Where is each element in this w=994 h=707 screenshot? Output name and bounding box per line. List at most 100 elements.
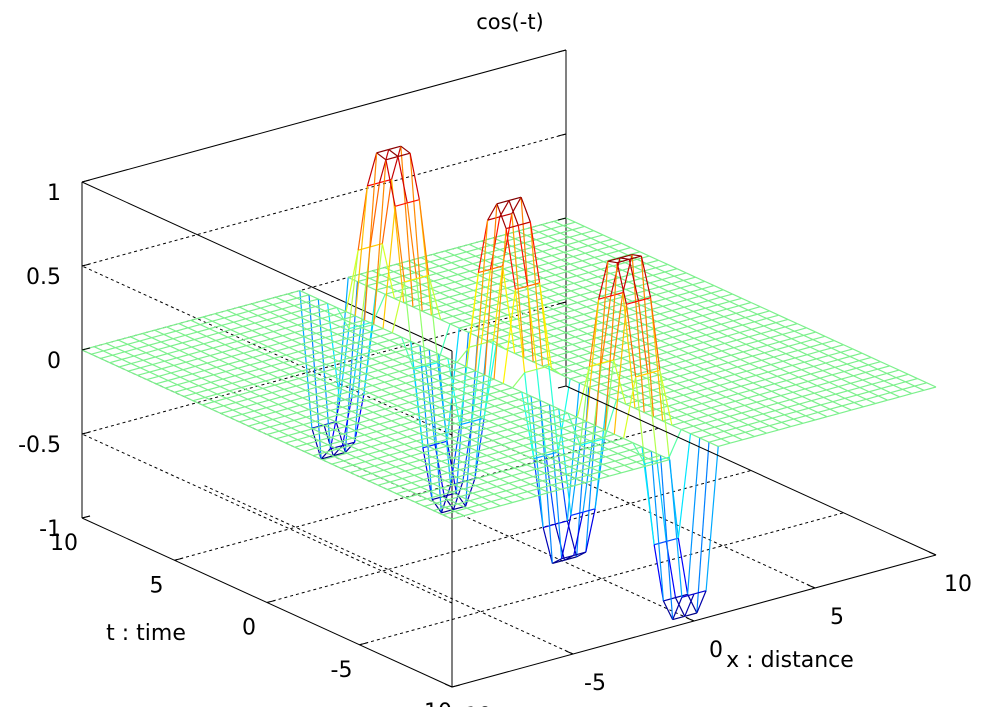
mesh-line-x — [721, 347, 735, 352]
mesh-line-x — [567, 412, 581, 446]
mesh-line-t — [285, 442, 295, 448]
mesh-line-t — [761, 359, 772, 366]
mesh-line-t — [419, 459, 430, 466]
mesh-line-t — [513, 440, 524, 447]
mesh-line-x — [424, 414, 438, 419]
mesh-line-x — [315, 302, 328, 308]
mesh-line-x — [553, 446, 567, 452]
mesh-line-x — [834, 363, 848, 368]
mesh-line-x — [219, 355, 232, 361]
mesh-line-x — [268, 369, 281, 374]
mesh-line-t — [503, 497, 513, 504]
mesh-line-x — [548, 232, 561, 237]
mesh-line-t — [486, 454, 497, 461]
mesh-line-t — [689, 406, 700, 412]
mesh-line-x — [449, 319, 463, 325]
mesh-line-t — [515, 291, 526, 298]
mesh-line-t — [365, 373, 376, 379]
mesh-line-x — [541, 335, 555, 340]
mesh-line-t — [298, 377, 309, 384]
mesh-line-x — [459, 420, 473, 426]
mesh-line-t — [332, 402, 343, 408]
mesh-line-x — [362, 465, 375, 470]
mesh-line-t — [741, 297, 752, 304]
mesh-line-t — [785, 353, 796, 359]
mesh-line-t — [383, 469, 394, 475]
mesh-line-x — [543, 274, 556, 279]
mesh-line-x — [232, 406, 246, 411]
mesh-line-x — [512, 269, 525, 274]
mesh-line-t — [708, 441, 719, 447]
mesh-line-x — [377, 481, 391, 486]
mesh-line-x — [466, 248, 479, 253]
mesh-line-x — [562, 221, 576, 227]
mesh-line-t — [539, 487, 550, 494]
mesh-line-t — [632, 253, 642, 257]
mesh-line-x — [588, 268, 602, 274]
mesh-line-x — [720, 293, 733, 298]
mesh-line-x — [480, 439, 493, 445]
mesh-line-x — [821, 339, 835, 345]
mesh-line-t — [288, 434, 298, 441]
mesh-line-t — [614, 460, 625, 466]
mesh-line-x — [646, 259, 659, 265]
mesh-line-t — [614, 433, 624, 440]
mesh-line-x — [542, 476, 555, 482]
mesh-line-x — [173, 361, 187, 367]
mesh-line-x — [505, 460, 518, 465]
mesh-line-t — [673, 275, 684, 281]
mesh-line-x — [565, 302, 578, 307]
mesh-line-x — [694, 361, 708, 366]
mesh-line-x — [800, 339, 814, 344]
mesh-line-x — [448, 381, 461, 386]
mesh-line-x — [313, 363, 327, 369]
mesh-line-t — [469, 385, 480, 391]
mesh-line-x — [688, 349, 701, 354]
mesh-line-x — [298, 374, 312, 380]
mesh-line-t — [834, 339, 844, 346]
mesh-line-t — [548, 262, 559, 268]
mesh-line-t — [396, 263, 407, 269]
mesh-line-t — [784, 326, 795, 332]
mesh-line-x — [497, 394, 510, 400]
mesh-line-t — [736, 339, 747, 345]
mesh-line-t — [223, 405, 234, 411]
mesh-line-t — [515, 264, 525, 271]
mesh-line-x — [288, 343, 302, 349]
mesh-line-t — [496, 485, 507, 492]
mesh-line-t — [517, 486, 528, 493]
mesh-line-x — [762, 383, 775, 388]
mesh-line-t — [266, 319, 277, 325]
mesh-line-t — [489, 447, 500, 453]
mesh-line-t — [398, 344, 409, 350]
mesh-line-x — [242, 322, 256, 327]
mesh-line-x — [659, 455, 674, 620]
mesh-line-x — [579, 441, 593, 446]
mesh-line-x — [539, 255, 552, 260]
mesh-line-x — [689, 288, 703, 293]
mesh-line-t — [639, 251, 650, 257]
mesh-line-t — [255, 349, 266, 355]
mesh-line-x — [351, 407, 364, 412]
mesh-line-t — [448, 269, 459, 276]
mesh-line-x — [683, 303, 697, 308]
mesh-line-x — [693, 422, 706, 427]
mesh-line-t — [662, 600, 674, 620]
mesh-line-x — [394, 409, 407, 414]
mesh-line-x — [536, 492, 549, 497]
mesh-line-x — [382, 206, 396, 329]
mesh-line-t — [404, 470, 415, 476]
mesh-line-t — [591, 264, 602, 270]
mesh-line-t — [247, 398, 258, 405]
mesh-line-t — [194, 365, 205, 372]
z-tick-mark — [557, 385, 567, 389]
mesh-line-x — [560, 343, 573, 349]
mesh-line-x — [609, 472, 622, 477]
mesh-line-x — [557, 236, 570, 242]
mesh-line-t — [817, 411, 828, 418]
mesh-line-t — [418, 291, 429, 297]
mesh-line-t — [429, 261, 440, 267]
mesh-line-t — [375, 289, 386, 295]
mesh-line-x — [890, 388, 903, 394]
mesh-line-t — [441, 487, 452, 493]
